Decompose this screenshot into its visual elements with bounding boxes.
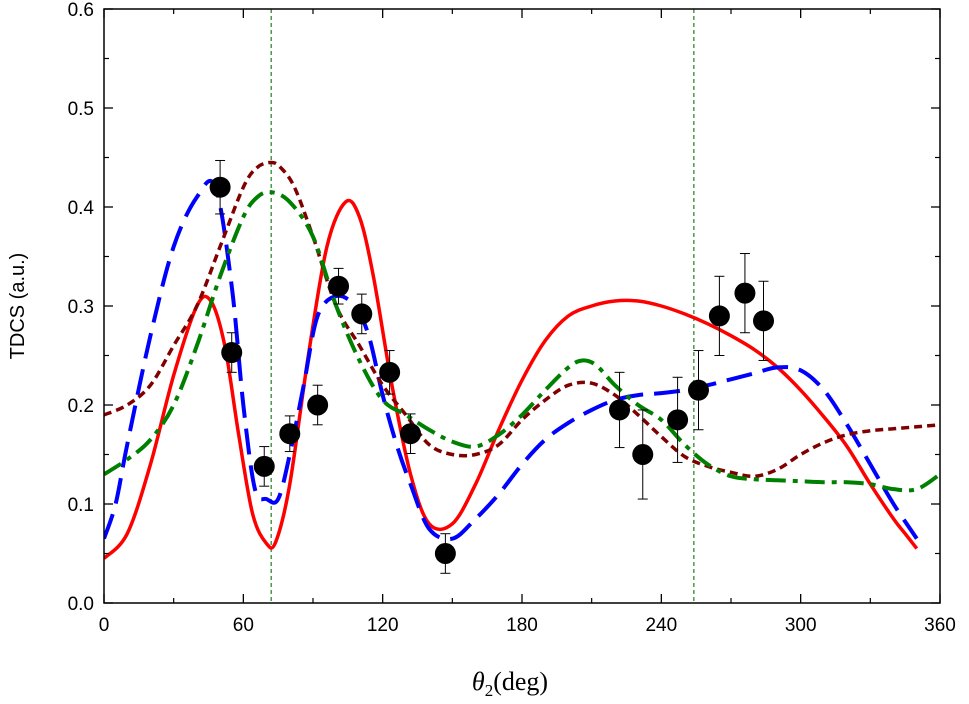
data-point xyxy=(708,275,730,356)
data-marker xyxy=(632,444,654,465)
y-tick-label: 0.2 xyxy=(68,396,94,417)
data-point xyxy=(400,413,422,455)
data-point xyxy=(221,332,243,373)
y-axis-title: TDCS (a.u.) xyxy=(7,253,29,360)
x-tick-label: 120 xyxy=(367,615,399,636)
data-marker xyxy=(279,423,301,445)
series-short-dash-line xyxy=(104,160,940,479)
x-tick-label: 0 xyxy=(99,615,110,636)
data-marker xyxy=(753,310,775,332)
x-tick-label: 360 xyxy=(924,615,956,636)
data-marker xyxy=(687,379,709,401)
data-marker xyxy=(708,305,730,327)
data-point xyxy=(434,533,456,574)
data-point xyxy=(632,409,654,500)
data-marker xyxy=(379,361,401,383)
data-marker xyxy=(253,455,275,477)
x-axis-symbol: θ xyxy=(472,667,485,696)
reference-lines xyxy=(270,9,695,603)
data-point xyxy=(734,253,756,334)
x-axis-unit: (deg) xyxy=(493,667,548,696)
x-axis-subscript: 2 xyxy=(485,681,494,700)
data-marker xyxy=(221,342,243,364)
data-marker xyxy=(209,176,231,198)
data-point xyxy=(253,446,275,487)
data-marker xyxy=(667,409,689,431)
x-tick-label: 60 xyxy=(233,615,254,636)
data-point xyxy=(209,159,231,215)
data-marker xyxy=(328,275,350,297)
data-point xyxy=(307,384,329,426)
data-point xyxy=(379,350,401,395)
data-point xyxy=(328,267,350,305)
experimental-points xyxy=(209,159,775,574)
data-point xyxy=(279,415,301,453)
data-marker xyxy=(400,423,422,445)
data-marker xyxy=(351,303,373,325)
y-tick-label: 0.0 xyxy=(68,594,94,615)
data-point xyxy=(609,371,631,449)
data-marker xyxy=(434,543,456,564)
series-long-dash-line xyxy=(104,179,919,542)
x-axis-title: θ2(deg) xyxy=(472,667,548,700)
y-tick-label: 0.6 xyxy=(68,0,94,21)
y-tick-label: 0.1 xyxy=(68,495,94,516)
data-marker xyxy=(307,394,329,416)
series-dash-dot-line xyxy=(104,189,940,493)
x-tick-label: 180 xyxy=(506,615,538,636)
data-point xyxy=(351,293,373,335)
data-marker xyxy=(609,399,631,421)
data-marker xyxy=(734,282,756,304)
data-point xyxy=(687,350,709,431)
theory-curves xyxy=(104,160,940,560)
x-tick-label: 300 xyxy=(785,615,817,636)
x-tick-label: 240 xyxy=(645,615,677,636)
y-tick-label: 0.3 xyxy=(68,297,94,318)
axes: 0 60 120 180 240 300 360 0.0 0.1 0.2 0.3 0.4 0.5 0.6 xyxy=(68,0,956,636)
y-tick-label: 0.5 xyxy=(68,99,94,120)
data-point xyxy=(753,280,775,361)
plot-frame xyxy=(103,8,941,604)
data-point xyxy=(667,376,689,463)
y-tick-label: 0.4 xyxy=(68,198,95,219)
